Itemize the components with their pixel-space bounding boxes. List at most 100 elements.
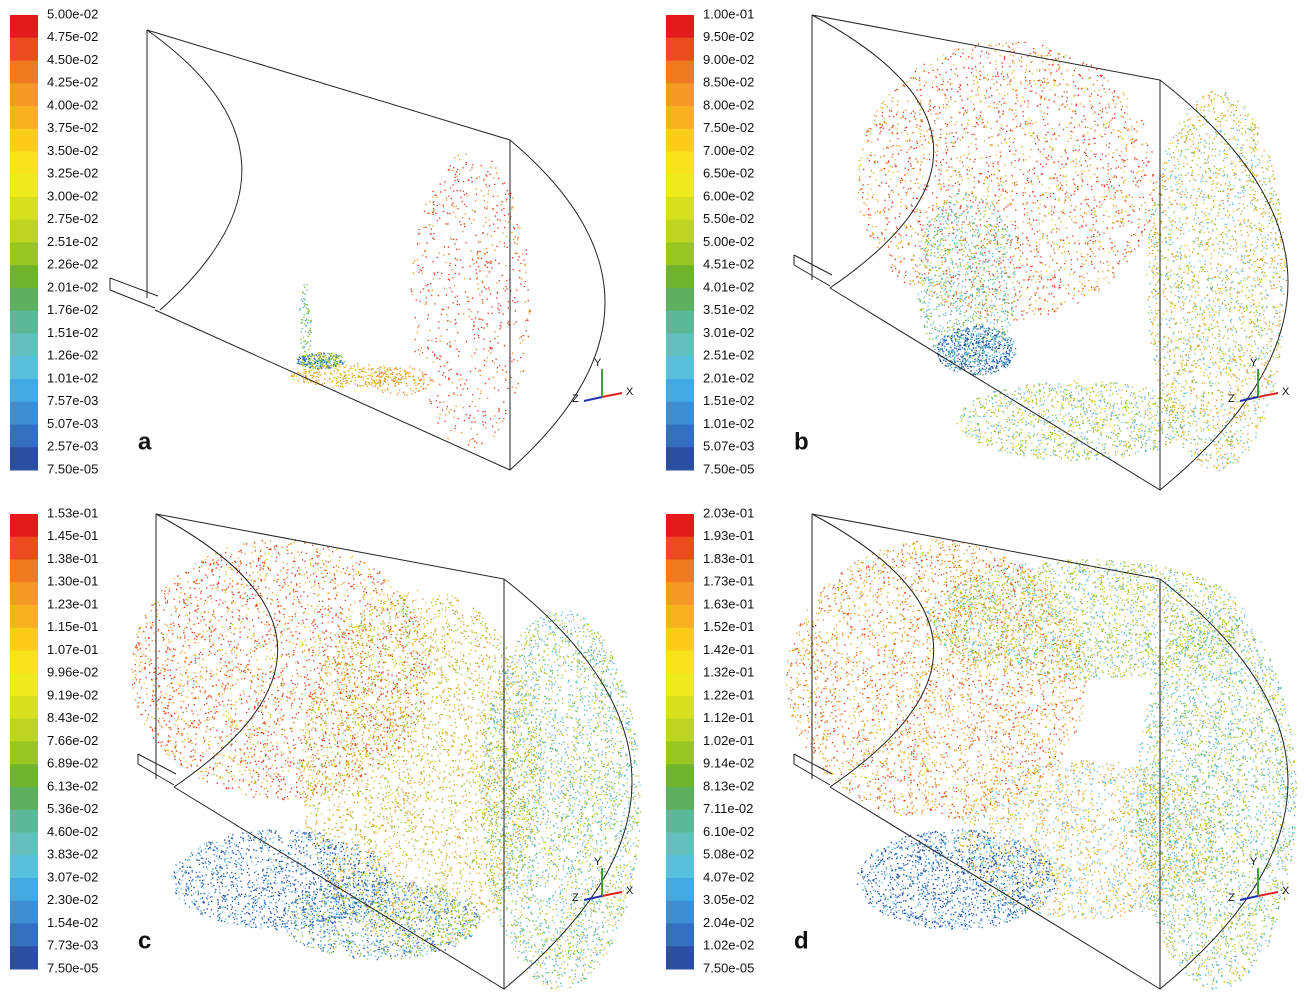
colorbar-label: 1.02e-01 [703, 733, 754, 748]
colorbar-label: 1.83e-01 [703, 551, 754, 566]
colorbar-band [10, 379, 38, 402]
axis-label-x: X [626, 885, 634, 897]
colorbar-label: 9.19e-02 [47, 687, 98, 702]
axis-z [1240, 397, 1258, 401]
colorbar-label: 2.04e-02 [703, 915, 754, 930]
axis-label-x: X [1282, 386, 1290, 398]
colorbar-label: 8.43e-02 [47, 710, 98, 725]
axis-label-z: Z [1228, 892, 1235, 904]
colorbar-band [10, 220, 38, 243]
colorbar-label: 5.00e-02 [47, 6, 98, 21]
colorbar-label: 9.00e-02 [703, 52, 754, 67]
colorbar-band [666, 311, 694, 334]
colorbar-band [666, 742, 694, 765]
colorbar-band [666, 425, 694, 448]
colorbar-label: 1.07e-01 [47, 642, 98, 657]
colorbar-label: 1.53e-01 [47, 505, 98, 520]
colorbar-band [666, 83, 694, 106]
colorbar-band [666, 15, 694, 38]
colorbar-band [666, 582, 694, 605]
colorbar-label: 3.50e-02 [47, 143, 98, 158]
axis-x [602, 892, 622, 896]
colorbar-band [666, 402, 694, 425]
colorbar-label: 1.01e-02 [703, 416, 754, 431]
colorbar-band [10, 946, 38, 969]
colorbar-label: 7.50e-05 [47, 461, 98, 476]
colorbar-label: 2.30e-02 [47, 892, 98, 907]
colorbar-label: 1.30e-01 [47, 574, 98, 589]
colorbar-label: 1.76e-02 [47, 302, 98, 317]
colorbar-label: 1.51e-02 [47, 325, 98, 340]
colorbar-label: 6.10e-02 [703, 824, 754, 839]
colorbar-band [666, 38, 694, 61]
colorbar-label: 9.50e-02 [703, 29, 754, 44]
colorbar-label: 2.51e-02 [47, 234, 98, 249]
colorbar-label: 7.50e-05 [703, 960, 754, 975]
vessel-outline [812, 15, 1288, 490]
axis-label-y: Y [594, 856, 602, 868]
colorbar-label: 5.00e-02 [703, 234, 754, 249]
colorbar-band [666, 651, 694, 674]
colorbar-band [10, 83, 38, 106]
colorbar-label: 8.50e-02 [703, 75, 754, 90]
colorbar-band [10, 514, 38, 537]
colorbar-band [666, 379, 694, 402]
colorbar-label: 2.01e-02 [703, 370, 754, 385]
axis-label-x: X [626, 386, 634, 398]
colorbar-label: 8.00e-02 [703, 97, 754, 112]
colorbar-band [10, 15, 38, 38]
colorbar-band [10, 129, 38, 152]
colorbar-label: 7.57e-03 [47, 393, 98, 408]
colorbar-band [10, 447, 38, 470]
colorbar-label: 3.01e-02 [703, 325, 754, 340]
axis-label-z: Z [572, 892, 579, 904]
colorbar-band [666, 764, 694, 787]
panel-letter: c [138, 927, 151, 954]
colorbar-band [10, 673, 38, 696]
colorbar-label: 3.05e-02 [703, 892, 754, 907]
colorbar-band [666, 560, 694, 583]
colorbar-band [666, 855, 694, 878]
axis-x [1258, 393, 1278, 397]
panel-letter: a [138, 428, 152, 455]
colorbar-label: 2.75e-02 [47, 211, 98, 226]
colorbar-label: 3.75e-02 [47, 120, 98, 135]
colorbar-label: 7.50e-05 [47, 960, 98, 975]
colorbar-band [666, 719, 694, 742]
colorbar-band [666, 514, 694, 537]
colorbar-label: 2.51e-02 [703, 348, 754, 363]
colorbar-band [10, 719, 38, 742]
colorbar-label: 1.32e-01 [703, 665, 754, 680]
colorbar-label: 1.12e-01 [703, 710, 754, 725]
colorbar-band [10, 243, 38, 266]
colorbar-label: 4.07e-02 [703, 869, 754, 884]
colorbar-label: 1.93e-01 [703, 528, 754, 543]
colorbar-band [666, 243, 694, 266]
colorbar-band [10, 651, 38, 674]
colorbar-label: 5.50e-02 [703, 211, 754, 226]
colorbar-band [10, 402, 38, 425]
colorbar-label: 9.96e-02 [47, 665, 98, 680]
colorbar-band [666, 787, 694, 810]
colorbar-band [666, 106, 694, 129]
panel: 2.03e-011.93e-011.83e-011.73e-011.63e-01… [666, 505, 1297, 989]
colorbar-band [10, 924, 38, 947]
colorbar-label: 6.13e-02 [47, 778, 98, 793]
inlet-pipe [110, 278, 158, 308]
colorbar-band [10, 787, 38, 810]
colorbar-band [10, 152, 38, 175]
colorbar-band [666, 833, 694, 856]
colorbar-band [666, 356, 694, 379]
panel: 1.53e-011.45e-011.38e-011.30e-011.23e-01… [10, 505, 641, 989]
colorbar-label: 5.08e-02 [703, 847, 754, 862]
colorbar-band [10, 901, 38, 924]
colorbar-band [666, 696, 694, 719]
colorbar-label: 1.26e-02 [47, 348, 98, 363]
colorbar-label: 7.66e-02 [47, 733, 98, 748]
colorbar-label: 1.23e-01 [47, 596, 98, 611]
figure: 5.00e-024.75e-024.50e-024.25e-024.00e-02… [0, 0, 1312, 998]
colorbar-band [666, 878, 694, 901]
colorbar-band [10, 537, 38, 560]
inlet-pipe [138, 754, 176, 785]
colorbar-band [666, 152, 694, 175]
